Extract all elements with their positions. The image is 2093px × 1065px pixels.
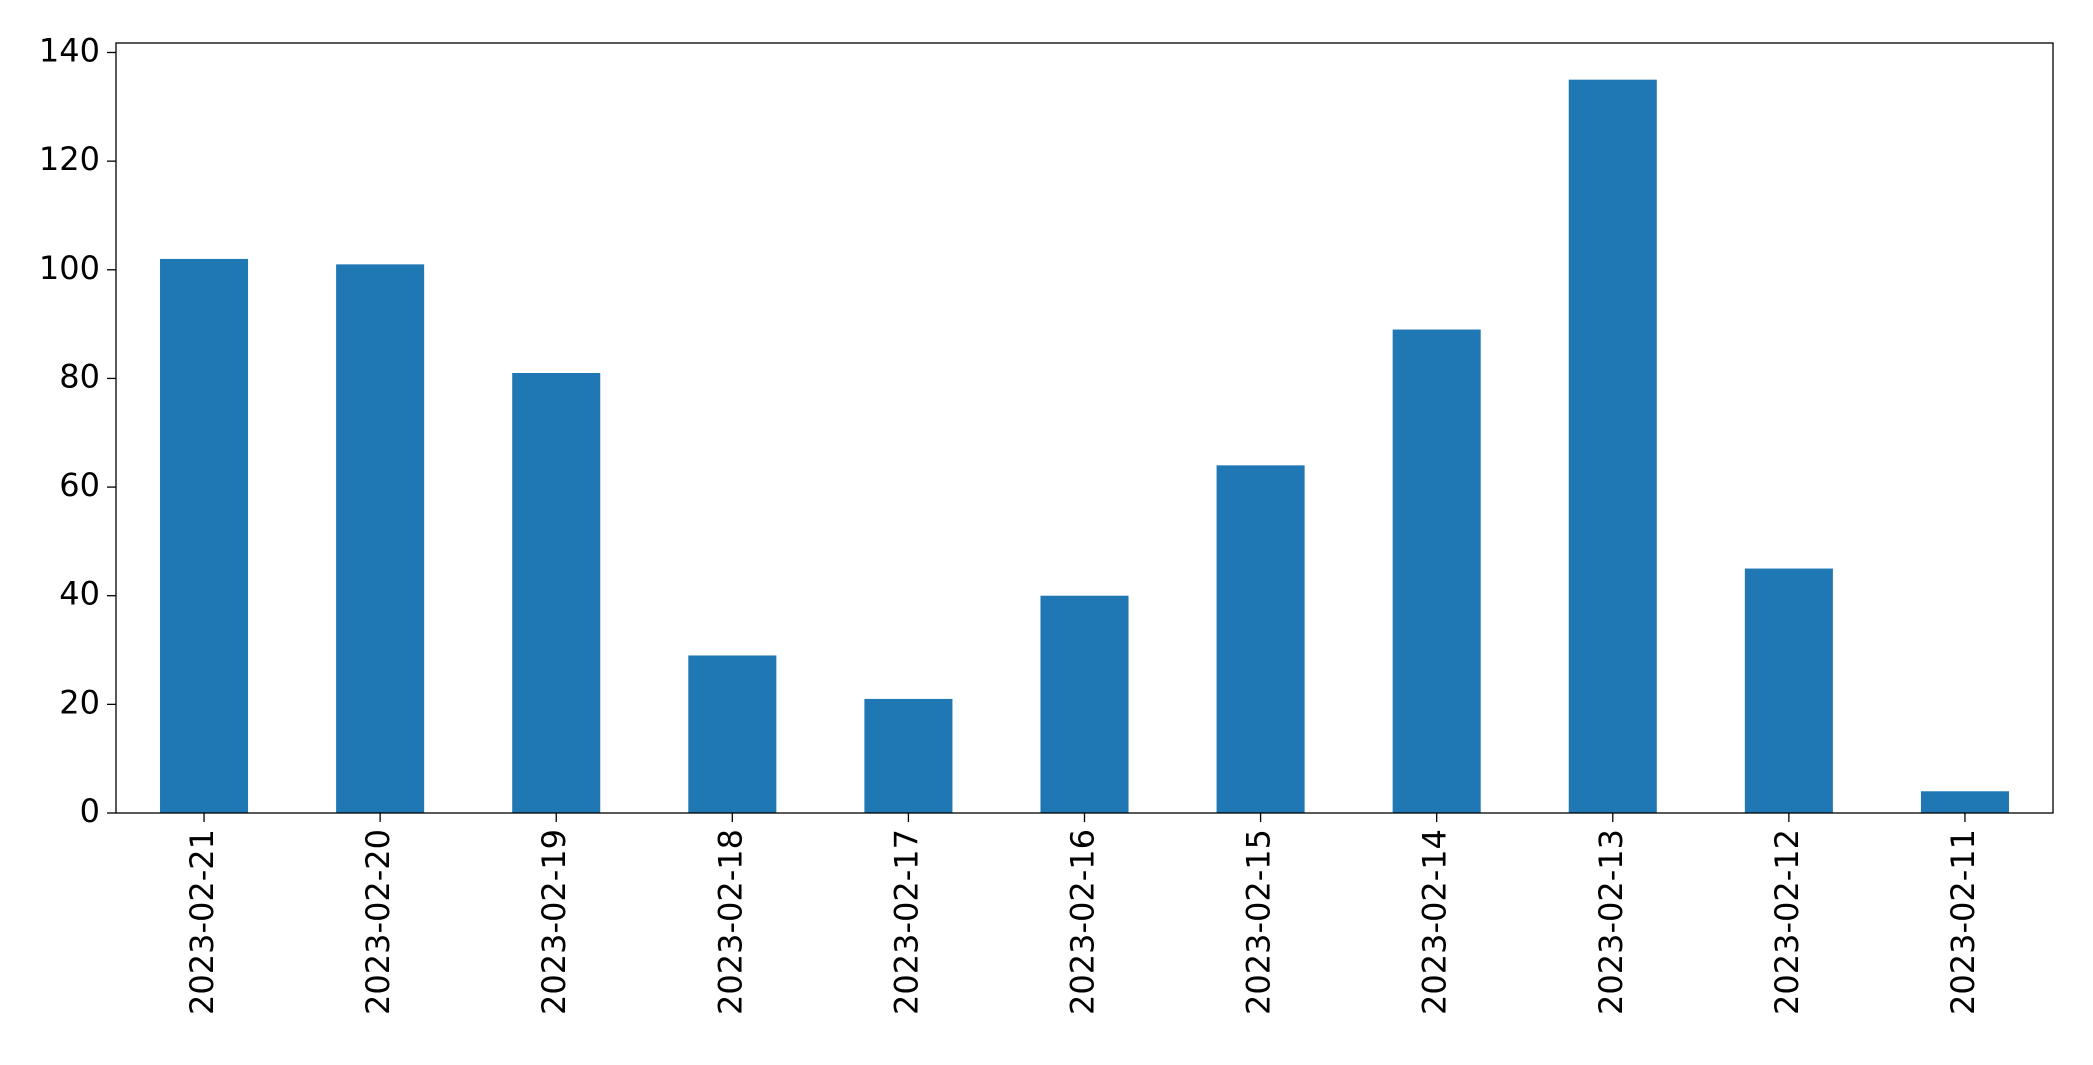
y-tick-label: 20 [59,683,100,721]
x-tick-label: 2023-02-11 [1944,829,1982,1015]
x-tick-label: 2023-02-20 [359,829,397,1015]
bar [1040,595,1129,813]
x-tick-label: 2023-02-15 [1240,829,1278,1015]
x-tick-label: 2023-02-16 [1064,829,1102,1015]
bar [1744,568,1833,813]
bar [1568,79,1657,813]
x-tick-label: 2023-02-21 [183,829,221,1015]
x-tick-label: 2023-02-17 [887,829,925,1015]
y-tick-label: 80 [59,357,100,395]
y-tick-label: 0 [80,792,100,830]
x-tick-label: 2023-02-13 [1592,829,1630,1015]
x-tick-label: 2023-02-12 [1768,829,1806,1015]
bar [864,698,953,813]
y-tick-label: 100 [39,249,100,287]
bar [512,373,601,813]
bar [160,258,249,814]
y-tick-label: 60 [59,466,100,504]
y-tick-label: 40 [59,575,100,613]
bar [1392,329,1481,813]
bar [1216,465,1305,813]
x-tick-label: 2023-02-19 [535,829,573,1015]
y-tick-label: 120 [39,140,100,178]
x-tick-label: 2023-02-18 [711,829,749,1015]
bar [1920,791,2009,813]
bar [336,264,425,813]
x-tick-label: 2023-02-14 [1416,829,1454,1015]
y-tick-label: 140 [39,32,100,70]
bar [688,655,777,813]
plot-frame [115,42,2054,814]
